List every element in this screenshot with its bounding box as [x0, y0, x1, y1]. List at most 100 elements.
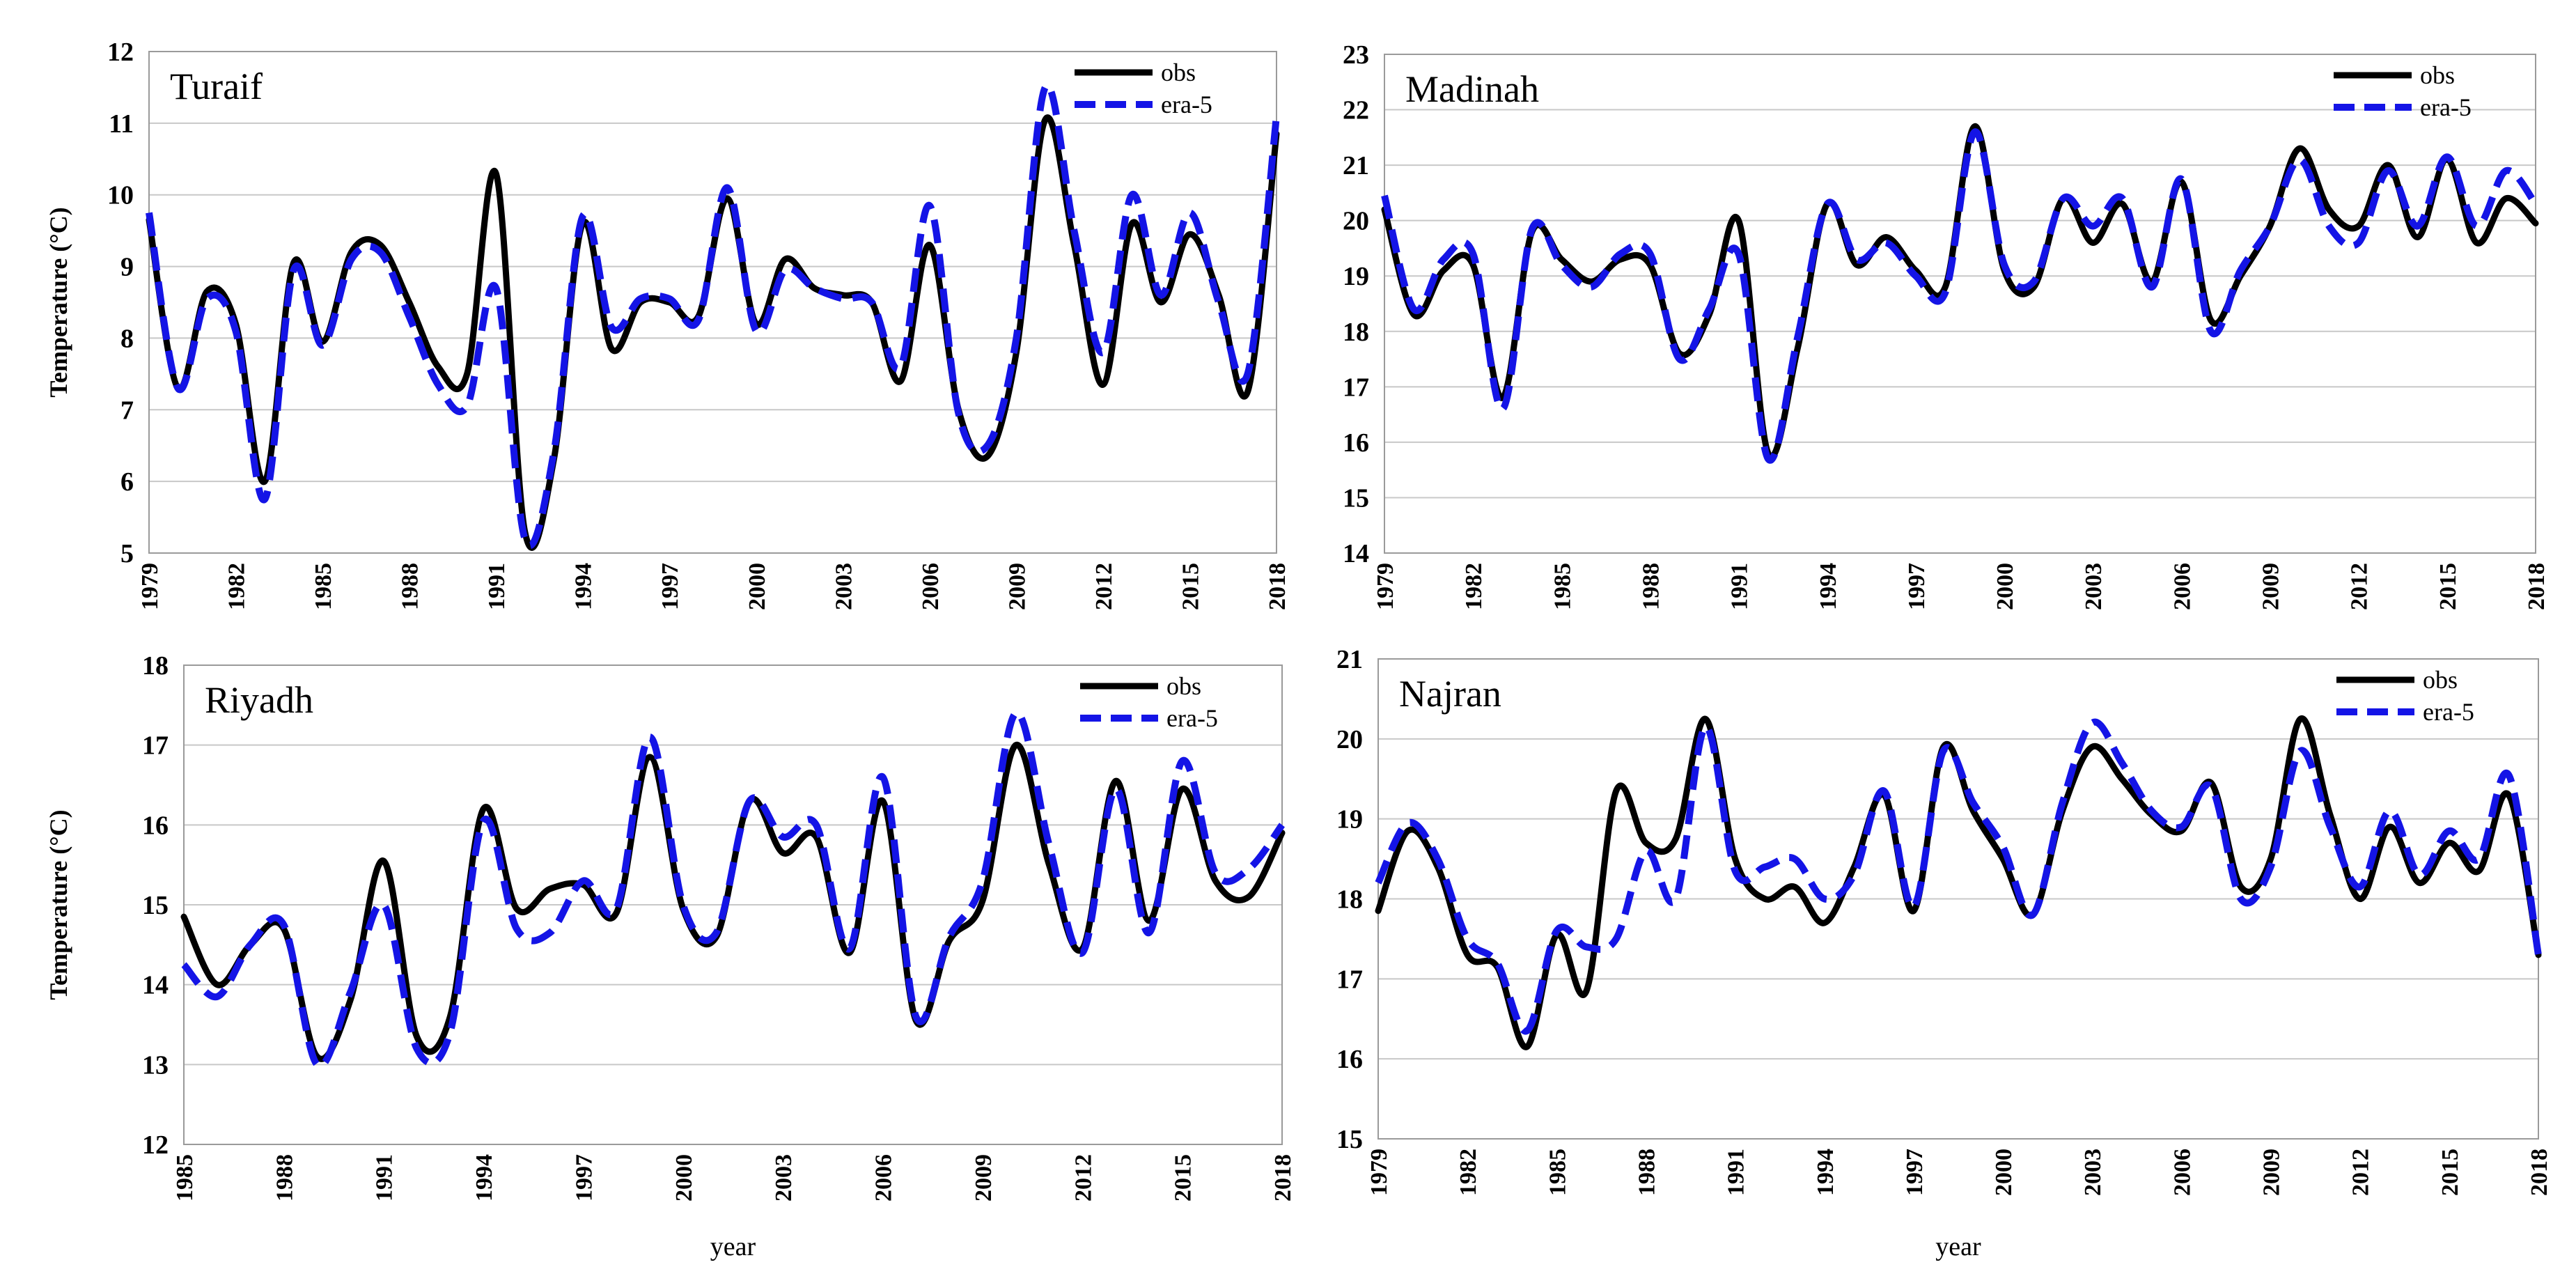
y-tick-label: 16	[1343, 428, 1369, 458]
plot-frame	[1377, 658, 2539, 1140]
x-tick-label: 2009	[2259, 1149, 2285, 1196]
x-tick-label: 2006	[2169, 1149, 2195, 1196]
x-tick-label: 2012	[2348, 1149, 2374, 1196]
y-tick-label: 15	[142, 891, 169, 920]
legend-label-era-5: era-5	[1161, 91, 1212, 118]
x-tick-label: 2018	[1265, 563, 1290, 610]
y-tick-label: 22	[1343, 96, 1369, 125]
y-tick-label: 9	[120, 253, 134, 282]
x-tick-label: 2018	[1270, 1154, 1296, 1202]
series-line-obs	[1381, 123, 2539, 460]
x-tick-label: 1988	[1634, 1149, 1660, 1196]
y-tick-label: 5	[120, 539, 134, 568]
x-axis-label: year	[710, 1232, 756, 1261]
x-tick-label: 1988	[272, 1154, 297, 1202]
y-tick-label: 21	[1336, 645, 1363, 674]
x-tick-label: 2000	[744, 563, 770, 610]
y-tick-label: 13	[142, 1050, 169, 1080]
x-tick-label: 2009	[1004, 563, 1030, 610]
y-tick-label: 23	[1343, 40, 1369, 70]
series-line-era-5	[1381, 128, 2539, 464]
x-tick-label: 1997	[1904, 563, 1930, 610]
x-tick-label: 1979	[1373, 563, 1398, 610]
y-tick-label: 21	[1343, 151, 1369, 180]
y-tick-label: 14	[142, 971, 169, 1000]
series-line-obs	[180, 742, 1286, 1062]
x-tick-label: 1994	[471, 1154, 497, 1202]
y-tick-label: 10	[107, 181, 134, 210]
x-tick-label: 1994	[571, 563, 597, 610]
series-line-era-5	[1375, 718, 2542, 1035]
x-tick-label: 2012	[1070, 1154, 1096, 1202]
x-tick-label: 1994	[1816, 563, 1841, 610]
x-tick-label: 1991	[484, 563, 510, 610]
x-tick-label: 2003	[2081, 563, 2107, 610]
panel-title: Riyadh	[205, 679, 313, 721]
x-tick-label: 1994	[1813, 1149, 1839, 1196]
legend-label-obs: obs	[1166, 672, 1201, 700]
x-tick-label: 1997	[1902, 1149, 1928, 1196]
x-tick-label: 2012	[2347, 563, 2373, 610]
x-tick-label: 2015	[1171, 1154, 1196, 1202]
chart-svg: 15 16 17 18 19 20 21 1979 1982 1985 1988 1991 1994 19…	[1336, 645, 2552, 1261]
x-tick-label: 2003	[771, 1154, 797, 1202]
x-tick-label: 2000	[1991, 1149, 2017, 1196]
x-tick-label: 2018	[2527, 1149, 2552, 1196]
x-tick-label: 2015	[2437, 1149, 2463, 1196]
series-line-era-5	[181, 709, 1286, 1070]
y-tick-label: 20	[1343, 207, 1369, 236]
x-tick-label: 2003	[831, 563, 857, 610]
y-tick-label: 20	[1336, 725, 1363, 754]
chart-panel-najran: 15 16 17 18 19 20 21 1979 1982 1985 1988 1991 1994 19…	[1288, 632, 2576, 1264]
x-tick-label: 2006	[918, 563, 944, 610]
plot-frame	[1384, 54, 2536, 554]
x-tick-label: 1985	[311, 563, 336, 610]
x-tick-label: 1985	[1549, 563, 1575, 610]
panel-title: Madinah	[1405, 68, 1539, 110]
x-tick-label: 2003	[2080, 1149, 2106, 1196]
chart-svg: 5 6 7 8 9 10 11 12 1979 1982 1985 1988 1991 1994 1997 2…	[45, 38, 1290, 610]
x-tick-label: 1997	[571, 1154, 597, 1202]
series-line-era-5	[146, 81, 1280, 550]
y-tick-label: 19	[1336, 805, 1363, 834]
chart-panel-riyadh: 12 13 14 15 16 17 18 1985 1988 1991 1994 1997 2000 20…	[0, 632, 1296, 1264]
panel-title: Najran	[1399, 673, 1501, 715]
chart-panel-turaif: 5 6 7 8 9 10 11 12 1979 1982 1985 1988 1991 1994 1997 2…	[0, 0, 1290, 632]
x-tick-label: 1988	[1638, 563, 1664, 610]
chart-svg: 14 15 16 17 18 19 20 21 22 23 1979 1982 1985 1988 1991…	[1343, 40, 2550, 610]
x-tick-label: 2000	[671, 1154, 697, 1202]
x-tick-label: 1997	[657, 563, 683, 610]
y-tick-label: 17	[1343, 373, 1369, 402]
legend-label-era-5: era-5	[2423, 698, 2474, 726]
y-tick-label: 15	[1336, 1125, 1363, 1154]
y-tick-label: 12	[142, 1130, 169, 1160]
y-axis-label: Temperature (°C)	[45, 809, 72, 1000]
legend-label-obs: obs	[2423, 666, 2458, 694]
x-tick-label: 2006	[2169, 563, 2195, 610]
x-tick-label: 1991	[372, 1154, 398, 1202]
x-tick-label: 2012	[1091, 563, 1117, 610]
y-tick-label: 17	[142, 731, 169, 761]
chart-svg: 12 13 14 15 16 17 18 1985 1988 1991 1994 1997 2000 20…	[45, 651, 1296, 1261]
y-tick-label: 8	[120, 324, 134, 353]
y-tick-label: 17	[1336, 965, 1363, 994]
y-tick-label: 14	[1343, 539, 1369, 568]
x-tick-label: 2000	[1992, 563, 2018, 610]
y-tick-label: 16	[142, 811, 169, 840]
x-tick-label: 2009	[2258, 563, 2284, 610]
x-axis-label: year	[1935, 1232, 1981, 1261]
y-axis-label: Temperature (°C)	[45, 207, 72, 397]
x-tick-label: 1982	[224, 563, 250, 610]
x-tick-label: 2015	[1178, 563, 1203, 610]
y-tick-label: 16	[1336, 1045, 1363, 1074]
x-tick-label: 2006	[871, 1154, 897, 1202]
x-tick-label: 2018	[2524, 563, 2550, 610]
plot-frame	[148, 51, 1277, 554]
y-tick-label: 19	[1343, 262, 1369, 291]
legend-label-obs: obs	[2420, 61, 2455, 89]
x-tick-label: 1988	[398, 563, 423, 610]
y-tick-label: 6	[120, 467, 134, 497]
x-tick-label: 2009	[971, 1154, 997, 1202]
x-tick-label: 1979	[1366, 1149, 1392, 1196]
x-tick-label: 1982	[1455, 1149, 1481, 1196]
